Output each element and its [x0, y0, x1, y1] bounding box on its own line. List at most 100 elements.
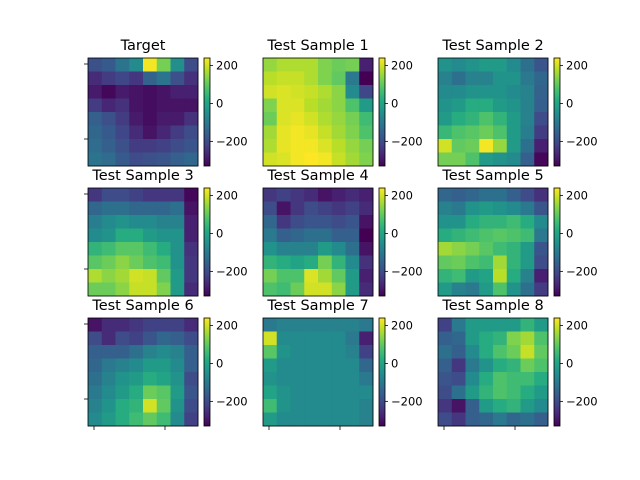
colorbar-tick-label: −200 [566, 134, 598, 148]
heatmap-cell [304, 385, 319, 400]
heatmap-cell [156, 282, 171, 297]
heatmap-cell [101, 255, 116, 270]
heatmap-cell [493, 372, 508, 386]
heatmap-cell [359, 58, 374, 72]
heatmap-cell [290, 125, 305, 140]
heatmap-cell [129, 282, 144, 297]
heatmap-cell [184, 242, 199, 256]
heatmap-cell [115, 412, 130, 427]
heatmap-cell [345, 385, 360, 400]
heatmap-cell [438, 331, 453, 346]
heatmap-cell [331, 242, 346, 256]
heatmap-cell [506, 71, 521, 86]
colorbar-frame [553, 57, 561, 167]
heatmap-cell [276, 282, 291, 297]
heatmap-cell [170, 255, 185, 270]
heatmap-cell [156, 242, 171, 256]
heatmap-cell [465, 412, 480, 427]
heatmap-cell [129, 215, 144, 229]
heatmap-cell [156, 188, 171, 202]
panel-title: Test Sample 8 [441, 298, 543, 314]
heatmap-cell [115, 385, 130, 400]
heatmap-cell [143, 98, 158, 113]
colorbar [204, 58, 210, 166]
heatmap-cell [318, 139, 333, 153]
heatmap-cell [115, 112, 130, 126]
heatmap-cell [101, 358, 116, 373]
heatmap-cell [318, 331, 333, 346]
heatmap-cell [534, 228, 549, 243]
heatmap-cell [479, 228, 494, 243]
heatmap-cell [506, 215, 521, 229]
heatmap-cell [115, 58, 130, 72]
heatmap-cell [465, 331, 480, 346]
heatmap-cell [304, 188, 319, 202]
heatmap-cell [170, 372, 185, 386]
heatmap-cell [506, 242, 521, 256]
heatmap-cell [184, 345, 199, 359]
heatmap-cell [506, 85, 521, 99]
heatmap-cell [263, 152, 278, 167]
heatmap-cell [520, 269, 535, 283]
heatmap-cell [263, 412, 278, 427]
heatmap-cell [331, 385, 346, 400]
heatmap-cell [184, 269, 199, 283]
heatmap-cell [520, 412, 535, 427]
heatmap-cell [451, 98, 466, 113]
heatmap-cell [115, 215, 130, 229]
heatmap-cell [359, 242, 374, 256]
heatmap-cell [88, 215, 103, 229]
heatmap-cell [304, 215, 319, 229]
heatmap-cell [465, 125, 480, 140]
heatmap-cell [506, 385, 521, 400]
heatmap-cell [331, 412, 346, 427]
colorbar-tick-label: 0 [216, 356, 223, 370]
heatmap-cell [290, 188, 305, 202]
colorbar-frame [203, 57, 211, 167]
heatmap-cell [534, 98, 549, 113]
heatmap-cell [451, 372, 466, 386]
heatmap-cell [304, 152, 319, 167]
colorbar-tick-label: 200 [216, 59, 238, 73]
heatmap-cell [115, 282, 130, 297]
colorbar-tick-label: −200 [216, 394, 248, 408]
heatmap-panel: Test Sample 6 200 0 −200 [84, 298, 248, 430]
heatmap-cell [143, 188, 158, 202]
heatmap-cell [276, 228, 291, 243]
heatmap-cell [290, 58, 305, 72]
heatmap-cell [493, 345, 508, 359]
heatmap-cell [520, 242, 535, 256]
heatmap-cell [143, 358, 158, 373]
heatmap-cell [506, 255, 521, 270]
colorbar-tick-label: −200 [216, 264, 248, 278]
heatmap-cell [345, 215, 360, 229]
heatmap-cell [318, 282, 333, 297]
axes-frame [87, 317, 199, 427]
heatmap-cell [143, 345, 158, 359]
heatmap-cell [479, 98, 494, 113]
heatmap-cell [263, 358, 278, 373]
heatmap-cell [88, 112, 103, 126]
heatmap-cell [115, 125, 130, 140]
heatmap-cell [304, 98, 319, 113]
heatmap-cell [345, 331, 360, 346]
heatmap-cell [479, 201, 494, 216]
heatmap-cell [304, 112, 319, 126]
heatmap-cell [451, 331, 466, 346]
heatmap-cell [290, 139, 305, 153]
heatmap-cell [318, 125, 333, 140]
heatmap-cell [534, 282, 549, 297]
heatmap-cell [465, 282, 480, 297]
heatmap-cell [465, 255, 480, 270]
colorbar-tick-label: 200 [216, 319, 238, 333]
heatmap-cell [345, 269, 360, 283]
heatmap-cell [318, 372, 333, 386]
heatmap-cell [438, 188, 453, 202]
heatmap-cell [438, 98, 453, 113]
heatmap-cell [493, 412, 508, 427]
heatmap-cell [493, 242, 508, 256]
heatmap-cell [170, 152, 185, 167]
heatmap-cell [88, 85, 103, 99]
heatmap-cell [331, 358, 346, 373]
heatmap-cell [156, 385, 171, 400]
